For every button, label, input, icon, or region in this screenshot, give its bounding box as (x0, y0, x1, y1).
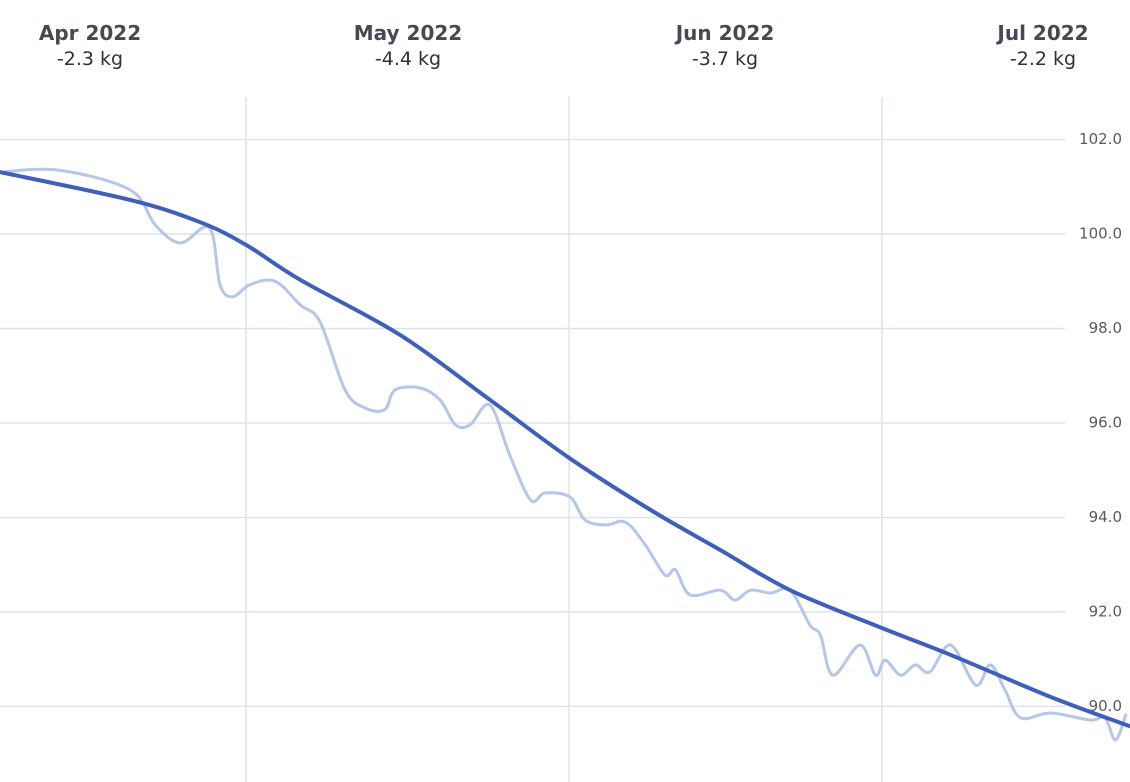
y-tick-label: 94.0 (1089, 508, 1122, 526)
month-change: -2.3 kg (56, 48, 124, 70)
y-tick-label: 100.0 (1079, 225, 1122, 243)
month-summary: Jul 2022 -2.2 kg (943, 20, 1130, 72)
month-label: Jul 2022 (997, 21, 1089, 45)
y-tick-label: 96.0 (1089, 413, 1122, 431)
month-change: -3.7 kg (691, 48, 759, 70)
month-label: May 2022 (353, 21, 463, 45)
month-change: -2.2 kg (1009, 48, 1077, 70)
y-tick-label: 98.0 (1089, 319, 1122, 337)
month-label: Jun 2022 (675, 21, 775, 45)
weight-line (0, 167, 1128, 742)
month-change: -4.4 kg (374, 48, 442, 70)
y-tick-label: 90.0 (1089, 697, 1122, 715)
month-summary: Jun 2022 -3.7 kg (625, 20, 825, 72)
y-tick-label: 102.0 (1079, 130, 1122, 148)
month-label: Apr 2022 (38, 21, 142, 45)
month-summary: Apr 2022 -2.3 kg (0, 20, 190, 72)
month-summary: May 2022 -4.4 kg (308, 20, 508, 72)
weight-line (0, 170, 1130, 729)
y-tick-label: 92.0 (1089, 602, 1122, 620)
